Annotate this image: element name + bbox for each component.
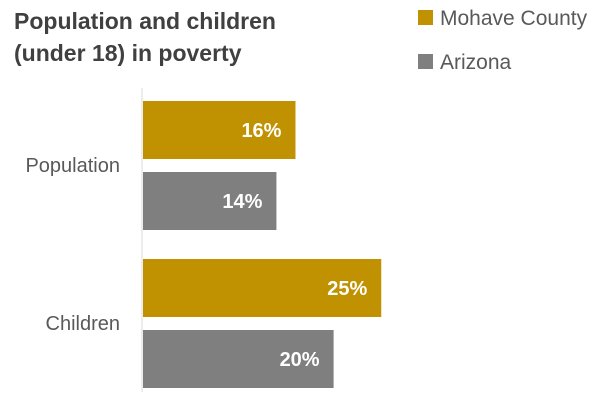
legend-swatch-arizona — [418, 54, 433, 69]
chart-title-line-1: Population and children — [14, 8, 276, 34]
data-label-arizona-children: 20% — [280, 349, 320, 371]
category-label-population: Population — [25, 155, 120, 177]
legend-label-mohave-county: Mohave County — [440, 7, 588, 30]
legend: Mohave County Arizona — [418, 7, 588, 74]
legend-swatch-mohave-county — [418, 10, 433, 25]
bar-mohave-county-population — [143, 101, 296, 159]
data-label-arizona-population: 14% — [222, 191, 262, 213]
chart-title-line-2: (under 18) in poverty — [14, 40, 242, 66]
data-label-mohave-county-children: 25% — [327, 278, 367, 300]
data-label-mohave-county-population: 16% — [241, 120, 281, 142]
category-label-children: Children — [46, 313, 120, 335]
chart-title: Population and children (under 18) in po… — [14, 8, 276, 66]
plot-area: Population 16% 14% Children 25% 20% — [25, 88, 382, 392]
legend-label-arizona: Arizona — [440, 51, 512, 74]
bar-arizona-children — [143, 330, 334, 388]
bar-arizona-population — [143, 172, 277, 230]
bar-mohave-county-children — [143, 259, 382, 317]
legend-entry-arizona: Arizona — [418, 51, 512, 74]
legend-entry-mohave-county: Mohave County — [418, 7, 588, 30]
